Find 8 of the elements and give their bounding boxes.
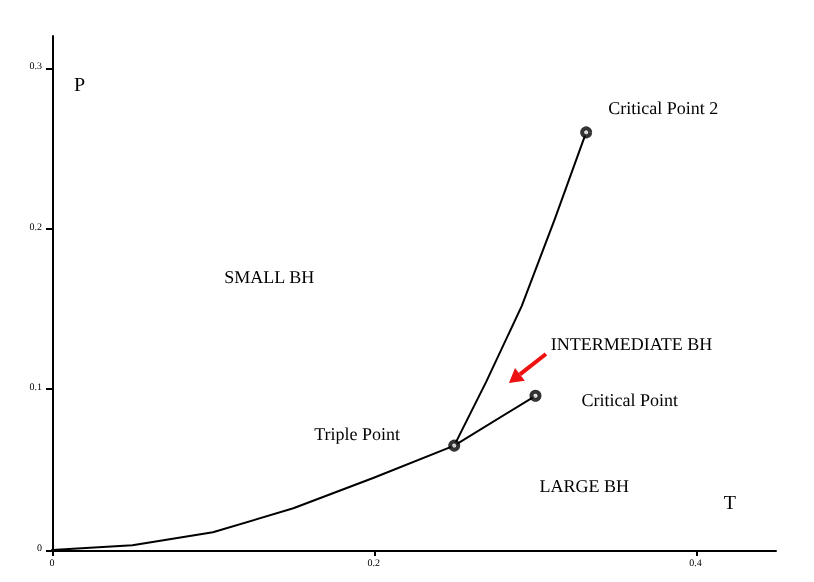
- annotation: INTERMEDIATE BH: [550, 334, 714, 355]
- annotation: Triple Point: [314, 424, 402, 445]
- x-axis-title: T: [723, 493, 736, 515]
- y-axis-title: P: [74, 75, 86, 97]
- annotation: LARGE BH: [539, 475, 630, 496]
- annotation: Critical Point: [581, 389, 679, 410]
- annotation: SMALL BH: [224, 266, 316, 287]
- annotation: Critical Point 2: [608, 98, 719, 119]
